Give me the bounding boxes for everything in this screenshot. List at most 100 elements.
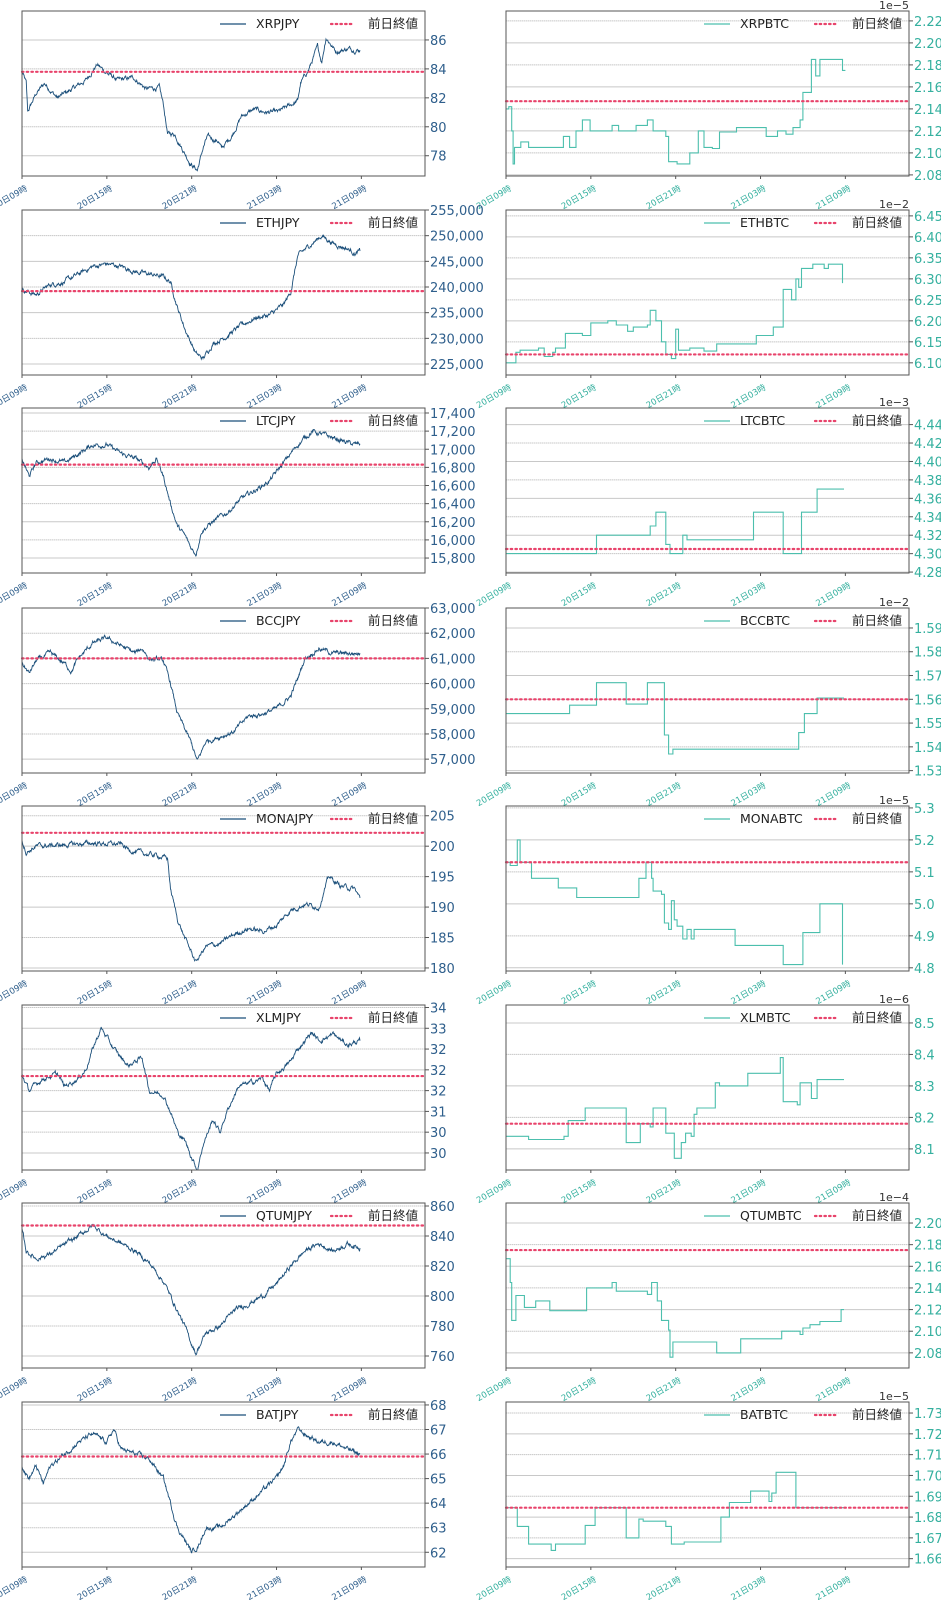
batjpy-chart: 62 63 64 65 66 67 68 20日09時 20日15時 20日21時 21日03時 21… [0, 1399, 447, 1600]
y-tick-label: 2.18 [914, 59, 941, 74]
y-tick-label: 225,000 [430, 358, 484, 373]
legend-series-label: ETHBTC [740, 215, 789, 230]
y-tick-label: 800 [430, 1290, 455, 1305]
price-series-line [22, 1026, 361, 1170]
y-tick-label: 240,000 [430, 281, 484, 296]
y-tick-label: 230,000 [430, 332, 484, 347]
plot-frame [21, 1202, 426, 1369]
legend-prev-close-label: 前日終値 [368, 1407, 418, 1422]
y-tick-label: 780 [430, 1320, 455, 1335]
y-tick-label: 2.20 [914, 1217, 941, 1232]
y-tick-label: 5.0 [914, 898, 935, 913]
y-tick-label: 30 [430, 1147, 447, 1162]
axis-offset-label: 1e−6 [879, 993, 909, 1006]
y-tick-label: 245,000 [430, 255, 484, 270]
batbtc-chart: 1.66 1.67 1.68 1.69 1.70 1.71 1.72 1.73 20日09時 20… [475, 1390, 941, 1600]
legend-series-label: BCCBTC [740, 613, 790, 628]
legend-prev-close-label: 前日終値 [368, 1208, 418, 1223]
x-tick-label: 20日09時 [475, 1575, 514, 1600]
y-tick-label: 62,000 [430, 627, 476, 642]
axis-offset-label: 1e−5 [879, 794, 909, 807]
plot-frame [505, 607, 910, 774]
y-tick-label: 84 [430, 63, 447, 78]
y-tick-label: 82 [430, 92, 447, 107]
y-tick-label: 80 [430, 121, 447, 136]
y-tick-label: 820 [430, 1260, 455, 1275]
legend-prev-close-label: 前日終値 [852, 1407, 902, 1422]
legend-prev-close-label: 前日終値 [852, 413, 902, 428]
axis-offset-label: 1e−5 [879, 1390, 909, 1403]
y-tick-label: 6.40 [914, 231, 941, 246]
y-tick-label: 58,000 [430, 728, 476, 743]
legend-series-label: ETHJPY [256, 215, 300, 230]
y-tick-label: 4.8 [914, 962, 935, 977]
y-tick-label: 16,400 [430, 498, 476, 513]
y-tick-label: 17,200 [430, 425, 476, 440]
y-tick-label: 860 [430, 1200, 455, 1215]
plot-frame [21, 407, 426, 574]
y-tick-label: 78 [430, 150, 447, 165]
plot-frame [21, 607, 426, 774]
y-tick-label: 2.20 [914, 37, 941, 52]
legend-series-label: MONAJPY [256, 811, 313, 826]
y-tick-label: 2.16 [914, 81, 941, 96]
y-tick-label: 31 [430, 1105, 447, 1120]
y-tick-label: 17,400 [430, 407, 476, 422]
y-tick-label: 1.71 [914, 1449, 941, 1464]
legend-series-label: QTUMBTC [740, 1208, 802, 1223]
price-series-line [22, 1223, 361, 1356]
y-tick-label: 16,000 [430, 534, 476, 549]
y-tick-label: 32 [430, 1064, 447, 1079]
y-tick-label: 1.68 [914, 1511, 941, 1526]
legend-series-label: BCCJPY [256, 613, 301, 628]
price-series-line [506, 488, 844, 555]
legend-prev-close-label: 前日終値 [852, 811, 902, 826]
plot-frame [21, 805, 426, 972]
y-tick-label: 68 [430, 1399, 447, 1414]
y-tick-label: 4.30 [914, 548, 941, 563]
price-series-line [22, 634, 361, 760]
y-tick-label: 5.2 [914, 834, 935, 849]
y-tick-label: 250,000 [430, 230, 484, 245]
ltcbtc-chart: 4.284.304.324.344.364.384.404.424.4420日0… [475, 396, 941, 609]
y-tick-label: 4.28 [914, 566, 941, 581]
plot-frame [505, 805, 910, 972]
legend-series-label: BATBTC [740, 1407, 788, 1422]
legend-prev-close-label: 前日終値 [852, 16, 902, 31]
legend-prev-close-label: 前日終値 [852, 215, 902, 230]
x-tick-label: 20日15時 [76, 1575, 115, 1600]
y-tick-label: 2.12 [914, 125, 941, 140]
y-tick-label: 62 [430, 1546, 447, 1561]
y-tick-label: 2.08 [914, 1347, 941, 1362]
y-tick-label: 195 [430, 871, 455, 886]
price-series-line [22, 1426, 361, 1554]
legend-series-label: XLMJPY [256, 1010, 301, 1025]
y-tick-label: 1.70 [914, 1469, 941, 1484]
plot-frame [21, 1401, 426, 1568]
y-tick-label: 200 [430, 840, 455, 855]
y-tick-label: 34 [430, 1001, 447, 1016]
plot-frame [21, 1004, 426, 1171]
y-tick-label: 66 [430, 1448, 447, 1463]
plot-frame [505, 1004, 910, 1171]
x-tick-label: 21日09時 [330, 1575, 369, 1600]
plot-frame [505, 209, 910, 376]
x-tick-label: 21日03時 [246, 1575, 285, 1600]
y-tick-label: 255,000 [430, 204, 484, 219]
axis-offset-label: 1e−3 [879, 396, 909, 409]
y-tick-label: 205 [430, 810, 455, 825]
y-tick-label: 6.25 [914, 294, 941, 309]
plot-frame [505, 1401, 910, 1568]
plot-frame [505, 10, 910, 177]
x-tick-label: 20日09時 [0, 1575, 30, 1600]
legend-series-label: BATJPY [256, 1407, 299, 1422]
y-tick-label: 1.66 [914, 1553, 941, 1568]
y-tick-label: 2.18 [914, 1239, 941, 1254]
y-tick-label: 1.57 [914, 670, 941, 685]
y-tick-label: 8.1 [914, 1143, 935, 1158]
y-tick-label: 32 [430, 1043, 447, 1058]
